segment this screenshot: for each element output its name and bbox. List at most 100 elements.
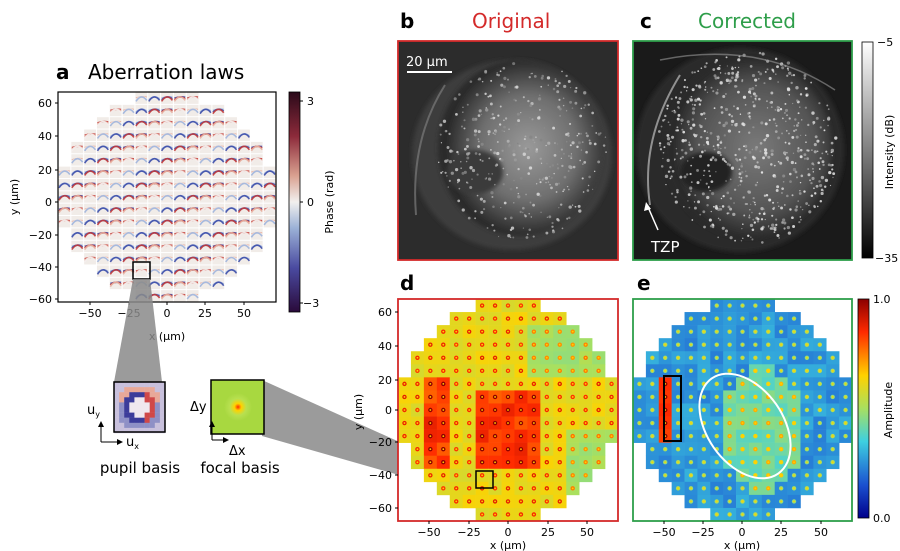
phase-tile: [186, 290, 199, 302]
phase-tile: [83, 253, 97, 265]
phase-tile: [199, 228, 212, 240]
focal-tile: [736, 351, 750, 365]
focal-tile: [645, 455, 660, 470]
focal-tile: [501, 481, 515, 496]
focal-tile: [553, 442, 567, 457]
focal-tile: [553, 377, 567, 391]
focal-tile: [748, 299, 763, 313]
focal-tile: [684, 338, 698, 352]
x-tick-label: −25: [457, 526, 480, 539]
panel-d-focal-tiles: [398, 299, 619, 522]
focal-tile: [436, 416, 451, 430]
panel-c-frame: [632, 40, 853, 261]
focal-tile: [800, 403, 814, 417]
focal-tile: [475, 416, 489, 430]
focal-tile: [514, 429, 528, 443]
focal-tile: [436, 481, 451, 496]
focal-tile: [527, 338, 541, 352]
focal-tile: [787, 481, 801, 496]
focal-tile: [605, 416, 619, 430]
phase-tile: [83, 191, 97, 203]
focal-tile: [671, 338, 685, 352]
x-tick-label: 0: [164, 307, 171, 320]
phase-tile: [250, 228, 263, 240]
focal-tile: [826, 429, 840, 443]
focal-tile: [566, 377, 580, 391]
focal-tile: [748, 325, 763, 339]
focal-tile: [645, 351, 660, 365]
phase-tile: [173, 92, 186, 104]
y-tick-label: 20: [378, 374, 392, 387]
focal-tile: [488, 429, 502, 443]
focal-tile: [566, 390, 580, 404]
focal-tile: [410, 403, 425, 417]
y-tick-label: 40: [38, 130, 52, 143]
focal-tile: [501, 390, 515, 404]
y-tick-label: −60: [369, 502, 392, 515]
phase-tile: [160, 228, 174, 240]
focal-tile: [501, 377, 515, 391]
focal-tile: [813, 416, 827, 430]
focal-tile: [761, 416, 776, 430]
focal-tile: [540, 481, 554, 496]
focal-tile: [748, 364, 763, 378]
focal-tile: [579, 364, 593, 378]
phase-tile: [225, 178, 238, 191]
phase-tile: [83, 166, 97, 178]
phase-tile: [199, 104, 212, 117]
phase-tile: [122, 104, 135, 117]
focal-tile: [684, 455, 698, 470]
panel-d-xlabel: x (µm): [490, 539, 526, 551]
focal-tile: [514, 351, 528, 365]
focal-tile: [423, 390, 438, 404]
focal-tile: [633, 390, 647, 404]
focal-tile: [553, 403, 567, 417]
focal-tile: [697, 429, 711, 443]
phase-tile: [212, 166, 225, 178]
focal-tile: [553, 390, 567, 404]
focal-tile: [787, 351, 801, 365]
focal-tile: [658, 377, 672, 391]
focal-tile: [579, 429, 593, 443]
focal-tile: [449, 429, 464, 443]
tzp-annotation: TZP: [650, 238, 679, 256]
focal-tile: [736, 481, 750, 496]
focal-tile: [488, 507, 502, 522]
focal-tile: [761, 325, 776, 339]
focal-tile: [488, 390, 502, 404]
phase-tile: [135, 253, 148, 265]
phase-tile: [109, 166, 122, 178]
phase-tile: [199, 178, 212, 191]
phase-tile: [263, 203, 276, 216]
focal-tile: [488, 364, 502, 378]
x-tick-label: 50: [237, 307, 251, 320]
corrected-image: [633, 41, 852, 260]
phase-tile: [250, 166, 263, 178]
focal-tile: [553, 494, 567, 509]
focal-tile: [527, 377, 541, 391]
phase-tile: [109, 104, 122, 117]
focal-tile: [800, 416, 814, 430]
focal-tile: [449, 455, 464, 470]
phase-tile: [225, 203, 238, 216]
phase-tile: [237, 178, 250, 191]
phase-tile: [96, 166, 109, 178]
focal-tile: [761, 312, 776, 326]
phase-tile: [160, 129, 174, 141]
focal-tile: [736, 377, 750, 391]
phase-tile: [109, 178, 122, 191]
focal-tile: [527, 403, 541, 417]
focal-tile: [423, 364, 438, 378]
phase-tile: [250, 154, 263, 166]
focal-tile: [697, 377, 711, 391]
phase-tile: [122, 191, 135, 203]
focal-tile: [710, 468, 724, 483]
focal-tile: [658, 455, 672, 470]
focal-tile: [774, 429, 788, 443]
phase-tile: [96, 117, 109, 129]
focal-tile: [774, 338, 788, 352]
focal-tile: [566, 442, 580, 457]
focal-tile: [671, 468, 685, 483]
phase-tile: [186, 191, 199, 203]
focal-tile: [540, 338, 554, 352]
